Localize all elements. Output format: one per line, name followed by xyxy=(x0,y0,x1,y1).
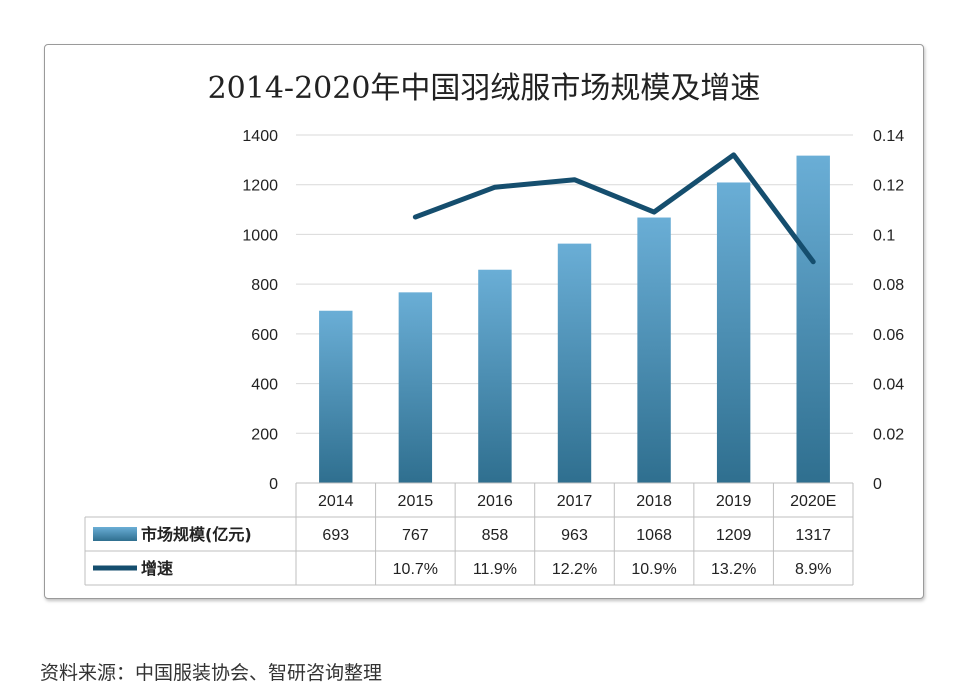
line-layer xyxy=(412,152,816,265)
chart-frame: 2014-2020年中国羽绒服市场规模及增速 0 0 200 0.02 400 0.04 6… xyxy=(44,44,924,599)
data-table: 2014 2015 2016 2017 2018 2019 2020E 市场规模(亿元) 增速 6… xyxy=(84,482,854,586)
y-right-tick-label: 0.14 xyxy=(873,128,904,145)
legend-line-label: 增速 xyxy=(141,559,173,578)
bar-value-cell: 1068 xyxy=(636,527,672,544)
y-right-tick-label: 0 xyxy=(873,476,882,493)
y-left-tick-label: 0 xyxy=(269,476,278,493)
bar xyxy=(716,182,751,483)
y-left-tick-label: 1400 xyxy=(242,128,278,145)
y-left-tick-label: 600 xyxy=(251,327,278,344)
y-left-tick-label: 1200 xyxy=(242,178,278,195)
y-left-tick-label: 800 xyxy=(251,277,278,294)
x-category-label: 2016 xyxy=(477,493,513,510)
bar xyxy=(398,292,433,483)
x-category-label: 2020E xyxy=(790,493,836,510)
x-category-label: 2018 xyxy=(636,493,672,510)
growth-value-cell: 12.2% xyxy=(552,561,597,578)
bar-value-cell: 963 xyxy=(561,527,588,544)
y-right-tick-label: 0.06 xyxy=(873,327,904,344)
growth-value-cell: 8.9% xyxy=(795,561,831,578)
y-right-tick-label: 0.02 xyxy=(873,426,904,443)
bar-layer xyxy=(319,155,830,484)
bar-value-cell: 858 xyxy=(482,527,509,544)
growth-line xyxy=(412,152,816,265)
legend-bar-swatch xyxy=(93,527,137,541)
bar-value-cell: 1209 xyxy=(716,527,752,544)
bar xyxy=(478,269,512,483)
x-category-label: 2019 xyxy=(716,493,752,510)
legend-bar-label: 市场规模(亿元) xyxy=(141,525,252,544)
bar xyxy=(637,217,671,484)
y-right-tick-label: 0.12 xyxy=(873,178,904,195)
growth-value-cell: 13.2% xyxy=(711,561,756,578)
bar xyxy=(796,155,830,483)
axis-layer: 0 0 200 0.02 400 0.04 600 0.06 800 0.08 1000 0.1 120… xyxy=(242,128,904,493)
bar xyxy=(319,310,353,483)
y-left-tick-label: 1000 xyxy=(242,227,278,244)
bar-value-cell: 767 xyxy=(402,527,429,544)
growth-value-cell: 10.7% xyxy=(393,561,438,578)
growth-value-cell: 11.9% xyxy=(473,561,517,578)
x-category-label: 2014 xyxy=(318,493,354,510)
growth-value-cell: 10.9% xyxy=(631,561,676,578)
y-right-tick-label: 0.08 xyxy=(873,277,904,294)
bar xyxy=(557,243,592,483)
bar-value-cell: 1317 xyxy=(795,527,831,544)
y-right-tick-label: 0.04 xyxy=(873,377,904,394)
bar-value-cell: 693 xyxy=(322,527,349,544)
source-note: 资料来源：中国服装协会、智研咨询整理 xyxy=(40,662,383,684)
chart-svg: 2014-2020年中国羽绒服市场规模及增速 0 0 200 0.02 400 0.04 6… xyxy=(84,71,904,586)
chart-title: 2014-2020年中国羽绒服市场规模及增速 xyxy=(208,71,761,106)
y-right-tick-label: 0.1 xyxy=(873,227,895,244)
y-left-tick-label: 200 xyxy=(251,426,278,443)
y-left-tick-label: 400 xyxy=(251,377,278,394)
x-category-label: 2015 xyxy=(398,493,434,510)
x-category-label: 2017 xyxy=(557,493,593,510)
